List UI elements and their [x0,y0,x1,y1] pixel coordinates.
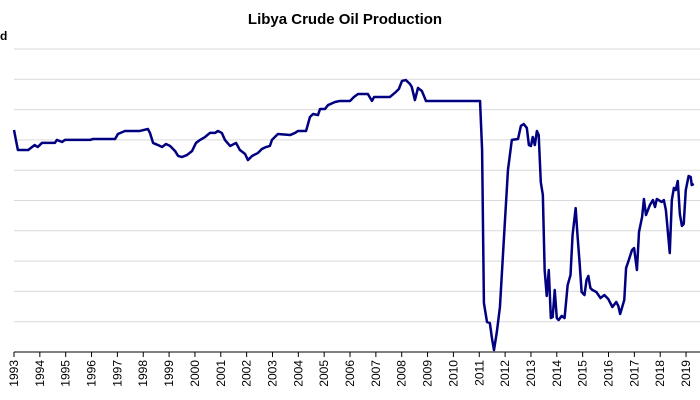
x-tick-label: 2000 [188,360,202,387]
x-tick-label: 1995 [59,360,73,387]
x-tick-label: 2008 [395,360,409,387]
line [12,78,695,352]
x-tick-label: 2014 [550,360,564,387]
x-tick-label: 2017 [627,360,641,387]
x-tick-label: 2005 [317,360,331,387]
x-tick-label: 2001 [214,360,228,387]
x-tick-label: 2018 [653,360,667,387]
x-tick-label: 2016 [601,360,615,387]
x-tick-label: 2012 [498,360,512,387]
x-tick-label: 1996 [85,360,99,387]
x-tick-label: 2007 [369,360,383,387]
x-tick-label: 2013 [524,360,538,387]
y-axis-label: d [0,29,7,43]
x-tick-label: 2015 [576,360,590,387]
x-tick-label: 1997 [110,360,124,387]
x-tick-label: 2019 [679,360,693,387]
x-tick-label: 1993 [7,360,21,387]
x-tick-label: 2011 [472,360,486,386]
x-tick-label: 1994 [33,360,47,387]
x-tick-label: 1999 [162,360,176,387]
x-tick-label: 2002 [240,360,254,387]
chart-title: Libya Crude Oil Production [248,11,442,28]
x-tick-label: 2003 [265,360,279,387]
x-tick-label: 2006 [343,360,357,387]
x-tick-label: 1998 [136,360,150,387]
x-tick-label: 2009 [421,360,435,387]
x-tick-label: 2004 [291,360,305,387]
x-tick-label: 2010 [446,360,460,387]
